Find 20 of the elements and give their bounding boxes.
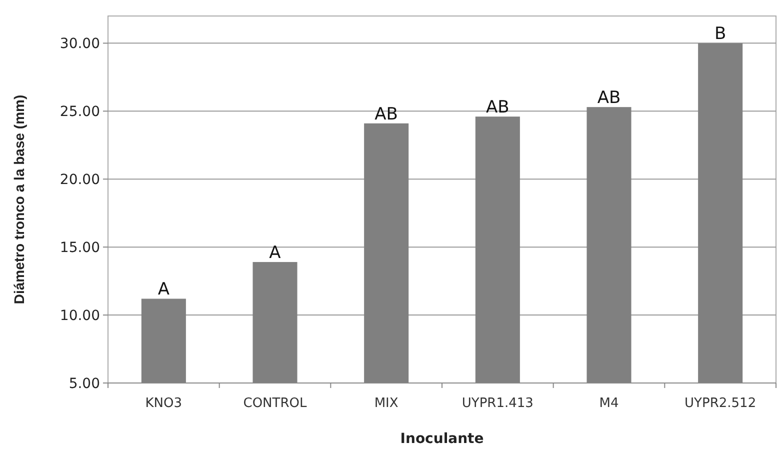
y-tick-label: 25.00 xyxy=(60,104,100,120)
y-tick-label: 5.00 xyxy=(68,376,100,392)
y-tick-label: 20.00 xyxy=(60,172,100,188)
x-tick-label: UYPR2.512 xyxy=(684,396,756,411)
x-tick-label: CONTROL xyxy=(243,396,308,411)
y-axis-title: Diámetro tronco a la base (mm) xyxy=(11,94,27,304)
y-tick-label: 10.00 xyxy=(60,308,100,324)
x-tick-label: MIX xyxy=(374,396,398,411)
annotation: B xyxy=(714,24,726,44)
y-tick-label: 15.00 xyxy=(60,240,100,256)
x-tick-label: KNO3 xyxy=(145,396,182,411)
annotation: A xyxy=(269,243,282,264)
x-tick-label: UYPR1.413 xyxy=(462,396,534,411)
annotation: AB xyxy=(374,104,398,124)
x-tick-label: M4 xyxy=(599,396,619,411)
annotation: AB xyxy=(597,88,621,108)
annotation: AB xyxy=(486,98,510,118)
y-tick-label: 30.00 xyxy=(60,36,100,52)
annotation: A xyxy=(158,280,170,300)
x-axis-title: Inoculante xyxy=(400,431,484,447)
